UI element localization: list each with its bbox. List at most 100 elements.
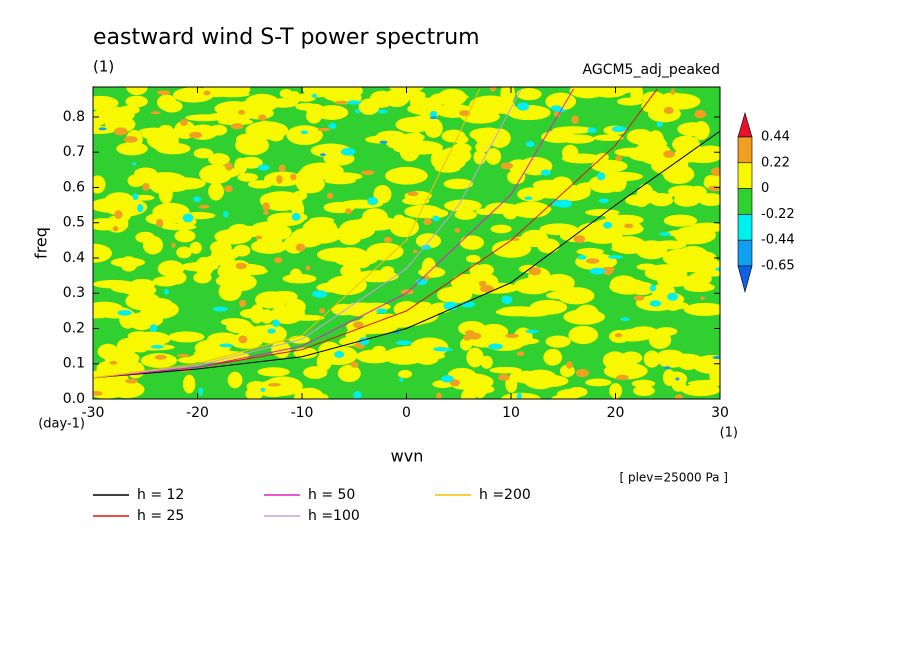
y-axis-label: freq	[32, 227, 51, 259]
field-patch	[235, 262, 247, 270]
x-tick-label: -10	[291, 405, 314, 421]
field-patch	[275, 349, 289, 359]
field-patch	[663, 366, 671, 370]
field-patch	[291, 212, 301, 221]
field-patch	[356, 349, 394, 364]
field-patch	[193, 148, 214, 159]
field-patch	[694, 109, 707, 119]
field-patch	[373, 184, 392, 204]
colorbar-box	[737, 136, 753, 164]
field-patch	[345, 208, 352, 215]
x-tick-label: 20	[607, 405, 625, 421]
field-patch	[134, 167, 158, 180]
field-patch	[692, 251, 717, 266]
field-patch	[631, 379, 656, 388]
field-patch	[636, 263, 658, 271]
x-tick-label: -30	[82, 405, 105, 421]
field-patch	[667, 292, 678, 301]
field-patch	[189, 241, 202, 254]
field-patch	[415, 278, 428, 286]
field-patch	[607, 255, 623, 259]
field-patch	[395, 116, 433, 133]
field-patch	[235, 135, 270, 156]
field-patch	[656, 121, 663, 128]
field-patch	[389, 217, 419, 238]
field-patch	[567, 386, 588, 398]
field-patch	[225, 162, 233, 171]
field-patch	[355, 108, 360, 114]
y-tick-label: 0.5	[63, 215, 85, 231]
field-patch	[440, 375, 454, 383]
footnote: [ plev=25000 Pa ]	[619, 471, 728, 485]
field-patch	[509, 237, 520, 241]
field-patch	[272, 319, 280, 328]
field-patch	[164, 288, 169, 295]
field-patch	[336, 87, 351, 99]
field-patch	[267, 382, 281, 387]
field-patch	[475, 141, 491, 153]
field-patch	[468, 332, 481, 340]
field-patch	[460, 301, 476, 308]
field-patch	[583, 227, 623, 244]
colorbar-label: -0.22	[761, 207, 795, 222]
field-patch	[155, 142, 191, 155]
field-patch	[480, 355, 493, 369]
field-patch	[603, 221, 613, 229]
colorbar-label: 0.44	[761, 130, 790, 145]
field-patch	[399, 377, 404, 382]
field-patch	[334, 100, 348, 105]
field-patch	[346, 100, 362, 105]
field-patch	[93, 301, 124, 318]
field-patch	[165, 270, 187, 285]
field-patch	[320, 153, 326, 157]
field-patch	[681, 383, 720, 397]
field-patch	[418, 266, 446, 278]
field-patch	[257, 367, 290, 377]
field-patch	[491, 240, 532, 258]
colorbar-box	[737, 162, 753, 189]
field-patch	[525, 141, 535, 148]
field-patch	[93, 369, 129, 389]
field-patch	[615, 374, 629, 381]
field-patch	[203, 254, 235, 266]
field-patch	[505, 333, 519, 338]
field-patch	[602, 266, 614, 276]
field-patch	[466, 347, 484, 368]
field-patch	[340, 148, 356, 156]
y-tick-label: 0.0	[63, 391, 85, 407]
field-patch	[224, 185, 233, 193]
field-patch	[630, 87, 644, 103]
field-patch	[577, 255, 587, 260]
field-patch	[182, 213, 194, 223]
field-patch	[688, 272, 712, 286]
field-patch	[223, 211, 229, 218]
curve	[93, 88, 522, 379]
field-patch	[562, 185, 592, 196]
field-patch	[285, 298, 306, 315]
field-patch	[239, 308, 266, 319]
field-patch	[220, 318, 248, 327]
field-patch	[420, 352, 446, 360]
field-patch	[443, 178, 474, 190]
field-patch	[239, 299, 247, 308]
field-patch	[478, 280, 487, 287]
field-patch	[93, 391, 103, 396]
field-patch	[633, 295, 645, 301]
field-patch	[429, 110, 438, 118]
field-patch	[339, 219, 376, 240]
field-patch	[114, 127, 128, 136]
field-patch	[117, 310, 132, 316]
field-patch	[537, 238, 560, 254]
field-patch	[460, 109, 500, 124]
field-patch	[112, 226, 119, 232]
y-axis-unit: (day-1)	[38, 417, 85, 432]
field-patch	[629, 326, 658, 338]
field-patch	[207, 167, 240, 179]
field-patch	[366, 242, 404, 261]
field-patch	[576, 247, 604, 256]
field-patch	[407, 191, 419, 197]
field-patch	[707, 185, 720, 192]
field-patch	[659, 232, 671, 236]
field-patch	[316, 282, 347, 293]
annotation: AGCM5_adj_peaked	[583, 62, 720, 78]
